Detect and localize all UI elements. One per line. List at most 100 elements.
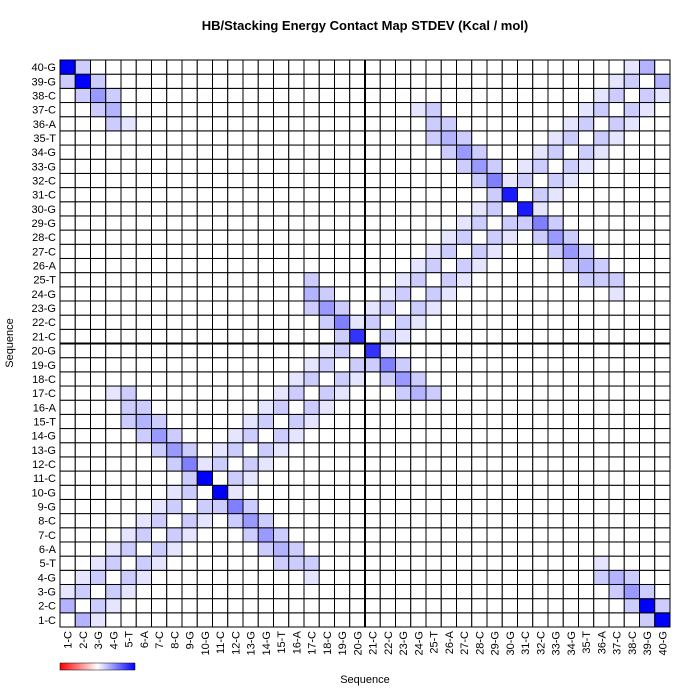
heat-cell xyxy=(303,413,320,430)
heat-cell xyxy=(471,569,488,585)
heat-cell xyxy=(105,130,122,146)
heat-cell xyxy=(532,541,549,557)
heat-cell xyxy=(105,201,122,217)
heat-cell xyxy=(501,583,518,600)
heat-cell xyxy=(410,102,427,118)
heat-cell xyxy=(196,357,213,373)
heat-cell xyxy=(242,158,259,174)
heat-cell xyxy=(608,300,625,316)
heat-cell xyxy=(410,286,427,302)
heat-cell xyxy=(120,413,137,430)
heat-cell xyxy=(166,442,183,458)
heat-cell xyxy=(135,328,152,345)
heat-cell xyxy=(501,201,518,217)
heat-cell xyxy=(456,527,473,543)
heat-cell xyxy=(456,59,473,75)
heat-cell xyxy=(90,158,107,174)
heat-cell xyxy=(227,187,244,203)
heat-cell xyxy=(486,371,503,387)
heat-cell xyxy=(425,73,442,89)
heat-cell xyxy=(90,343,107,359)
heat-cell xyxy=(395,257,412,274)
heat-cell xyxy=(562,300,579,316)
heat-cell xyxy=(410,257,427,274)
heat-cell xyxy=(334,257,351,274)
heat-cell xyxy=(440,59,457,75)
heat-cell xyxy=(410,172,427,189)
heat-cell xyxy=(212,583,229,600)
heat-cell xyxy=(639,300,656,316)
heat-cell xyxy=(181,484,198,500)
heat-cell xyxy=(181,215,198,231)
heat-cell xyxy=(547,371,564,387)
heat-cell xyxy=(547,583,564,600)
heat-cell xyxy=(288,413,305,430)
x-tick-label: 24-G xyxy=(413,631,425,655)
heat-cell xyxy=(547,399,564,415)
heat-cell xyxy=(181,470,198,486)
heat-cell xyxy=(501,130,518,146)
heat-cell xyxy=(303,357,320,373)
heat-cell xyxy=(196,371,213,387)
heat-cell xyxy=(349,87,366,104)
heat-cell xyxy=(303,555,320,571)
heat-cell xyxy=(654,583,671,600)
heat-cell xyxy=(639,201,656,217)
heat-cell xyxy=(135,442,152,458)
heat-cell xyxy=(608,456,625,472)
heat-cell xyxy=(90,484,107,500)
heat-cell xyxy=(181,130,198,146)
heat-cell xyxy=(181,243,198,259)
heat-cell xyxy=(379,357,396,373)
heat-cell xyxy=(440,87,457,104)
heat-cell xyxy=(105,172,122,189)
heat-cell xyxy=(486,158,503,174)
heat-cell xyxy=(425,612,442,628)
heat-cell xyxy=(349,399,366,415)
heat-cell xyxy=(379,413,396,430)
heat-cell xyxy=(349,442,366,458)
heat-cell xyxy=(532,300,549,316)
heat-cell xyxy=(593,569,610,585)
x-tick-label: 17-C xyxy=(307,631,319,655)
y-tick-label: 22-C xyxy=(32,317,56,329)
heat-cell xyxy=(105,385,122,401)
heat-cell xyxy=(364,272,381,288)
heat-cell xyxy=(410,385,427,401)
heat-cell xyxy=(593,257,610,274)
heat-cell xyxy=(257,130,274,146)
heat-cell xyxy=(410,371,427,387)
heat-cell xyxy=(90,357,107,373)
y-tick-label: 27-C xyxy=(32,246,56,258)
heat-cell xyxy=(501,328,518,345)
heat-cell xyxy=(486,215,503,231)
heat-cell xyxy=(456,555,473,571)
heat-cell xyxy=(471,314,488,330)
heat-cell xyxy=(242,73,259,89)
heat-cell xyxy=(608,130,625,146)
heat-cell xyxy=(593,385,610,401)
heat-cell xyxy=(273,357,290,373)
x-tick-label: 12-C xyxy=(230,631,242,655)
heat-cell xyxy=(471,172,488,189)
heat-cell xyxy=(349,116,366,132)
heat-cell xyxy=(593,513,610,529)
heat-cell xyxy=(440,215,457,231)
heat-cell xyxy=(334,201,351,217)
heat-cell xyxy=(181,172,198,189)
heat-cell xyxy=(59,130,76,146)
heat-cell xyxy=(639,598,656,614)
heat-cell xyxy=(517,456,534,472)
heat-cell xyxy=(578,172,595,189)
heat-cell xyxy=(212,59,229,75)
heat-cell xyxy=(425,102,442,118)
heat-cell xyxy=(242,343,259,359)
heat-cell xyxy=(532,286,549,302)
heat-cell xyxy=(547,257,564,274)
heat-cell xyxy=(593,272,610,288)
heat-cell xyxy=(623,87,640,104)
heat-cell xyxy=(151,158,168,174)
heat-cell xyxy=(151,328,168,345)
heat-cell xyxy=(456,513,473,529)
heat-cell xyxy=(639,172,656,189)
